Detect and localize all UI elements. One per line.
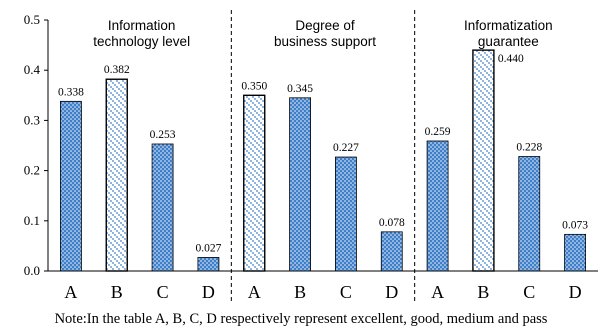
data-label: 0.253 xyxy=(150,129,176,141)
x-tick-label: B xyxy=(477,282,489,302)
bar xyxy=(472,49,495,272)
x-tick-label: A xyxy=(431,282,444,302)
bar xyxy=(289,97,311,272)
bar xyxy=(564,233,586,272)
x-tick-label: A xyxy=(64,282,77,302)
group-title: Informatization xyxy=(464,18,553,33)
data-label: 0.228 xyxy=(516,142,542,154)
data-label: 0.078 xyxy=(379,217,405,229)
data-label: 0.338 xyxy=(58,86,84,98)
x-tick-label: C xyxy=(340,282,352,302)
group-title: Information xyxy=(108,18,176,33)
chart-marks: 0.338 0.382 0.253 0.027 0.350 0.345 0.227 0.078… xyxy=(58,49,588,272)
x-tick-label: A xyxy=(248,282,261,302)
x-tick-label: B xyxy=(294,282,306,302)
data-label: 0.345 xyxy=(287,83,313,95)
y-tick-label: 0.5 xyxy=(24,12,40,27)
data-label: 0.027 xyxy=(195,242,221,254)
bar xyxy=(380,231,403,272)
axes: 0.0 0.1 0.2 0.3 0.4 0.5 Informationtechnology … xyxy=(24,10,598,302)
data-label: 0.382 xyxy=(104,64,130,76)
bar xyxy=(151,143,174,272)
y-tick-label: 0.3 xyxy=(24,112,40,127)
x-tick-label: D xyxy=(569,282,582,302)
bar xyxy=(518,156,541,272)
x-tick-label: D xyxy=(202,282,215,302)
data-label: 0.440 xyxy=(498,53,524,65)
y-tick-label: 0.2 xyxy=(24,163,40,178)
group-title: Degree of xyxy=(295,18,355,33)
bar xyxy=(197,257,220,272)
bar xyxy=(426,140,449,272)
group-title: guarantee xyxy=(478,34,539,49)
y-tick-label: 0.0 xyxy=(24,263,40,278)
data-label: 0.227 xyxy=(333,142,359,154)
data-label: 0.350 xyxy=(241,80,267,92)
x-tick-label: B xyxy=(111,282,123,302)
y-tick-label: 0.4 xyxy=(24,62,41,77)
bar xyxy=(335,156,357,272)
group-title: business support xyxy=(274,34,376,49)
x-tick-label: C xyxy=(157,282,169,302)
bar xyxy=(60,100,82,272)
data-label: 0.073 xyxy=(562,219,588,231)
bar xyxy=(243,94,266,272)
data-label: 0.259 xyxy=(425,126,451,138)
bar xyxy=(105,78,128,272)
x-tick-label: D xyxy=(385,282,398,302)
group-title: technology level xyxy=(93,34,190,49)
note-text: Note:In the table A, B, C, D respectivel… xyxy=(55,311,548,327)
x-tick-label: C xyxy=(523,282,535,302)
y-tick-label: 0.1 xyxy=(24,213,40,228)
